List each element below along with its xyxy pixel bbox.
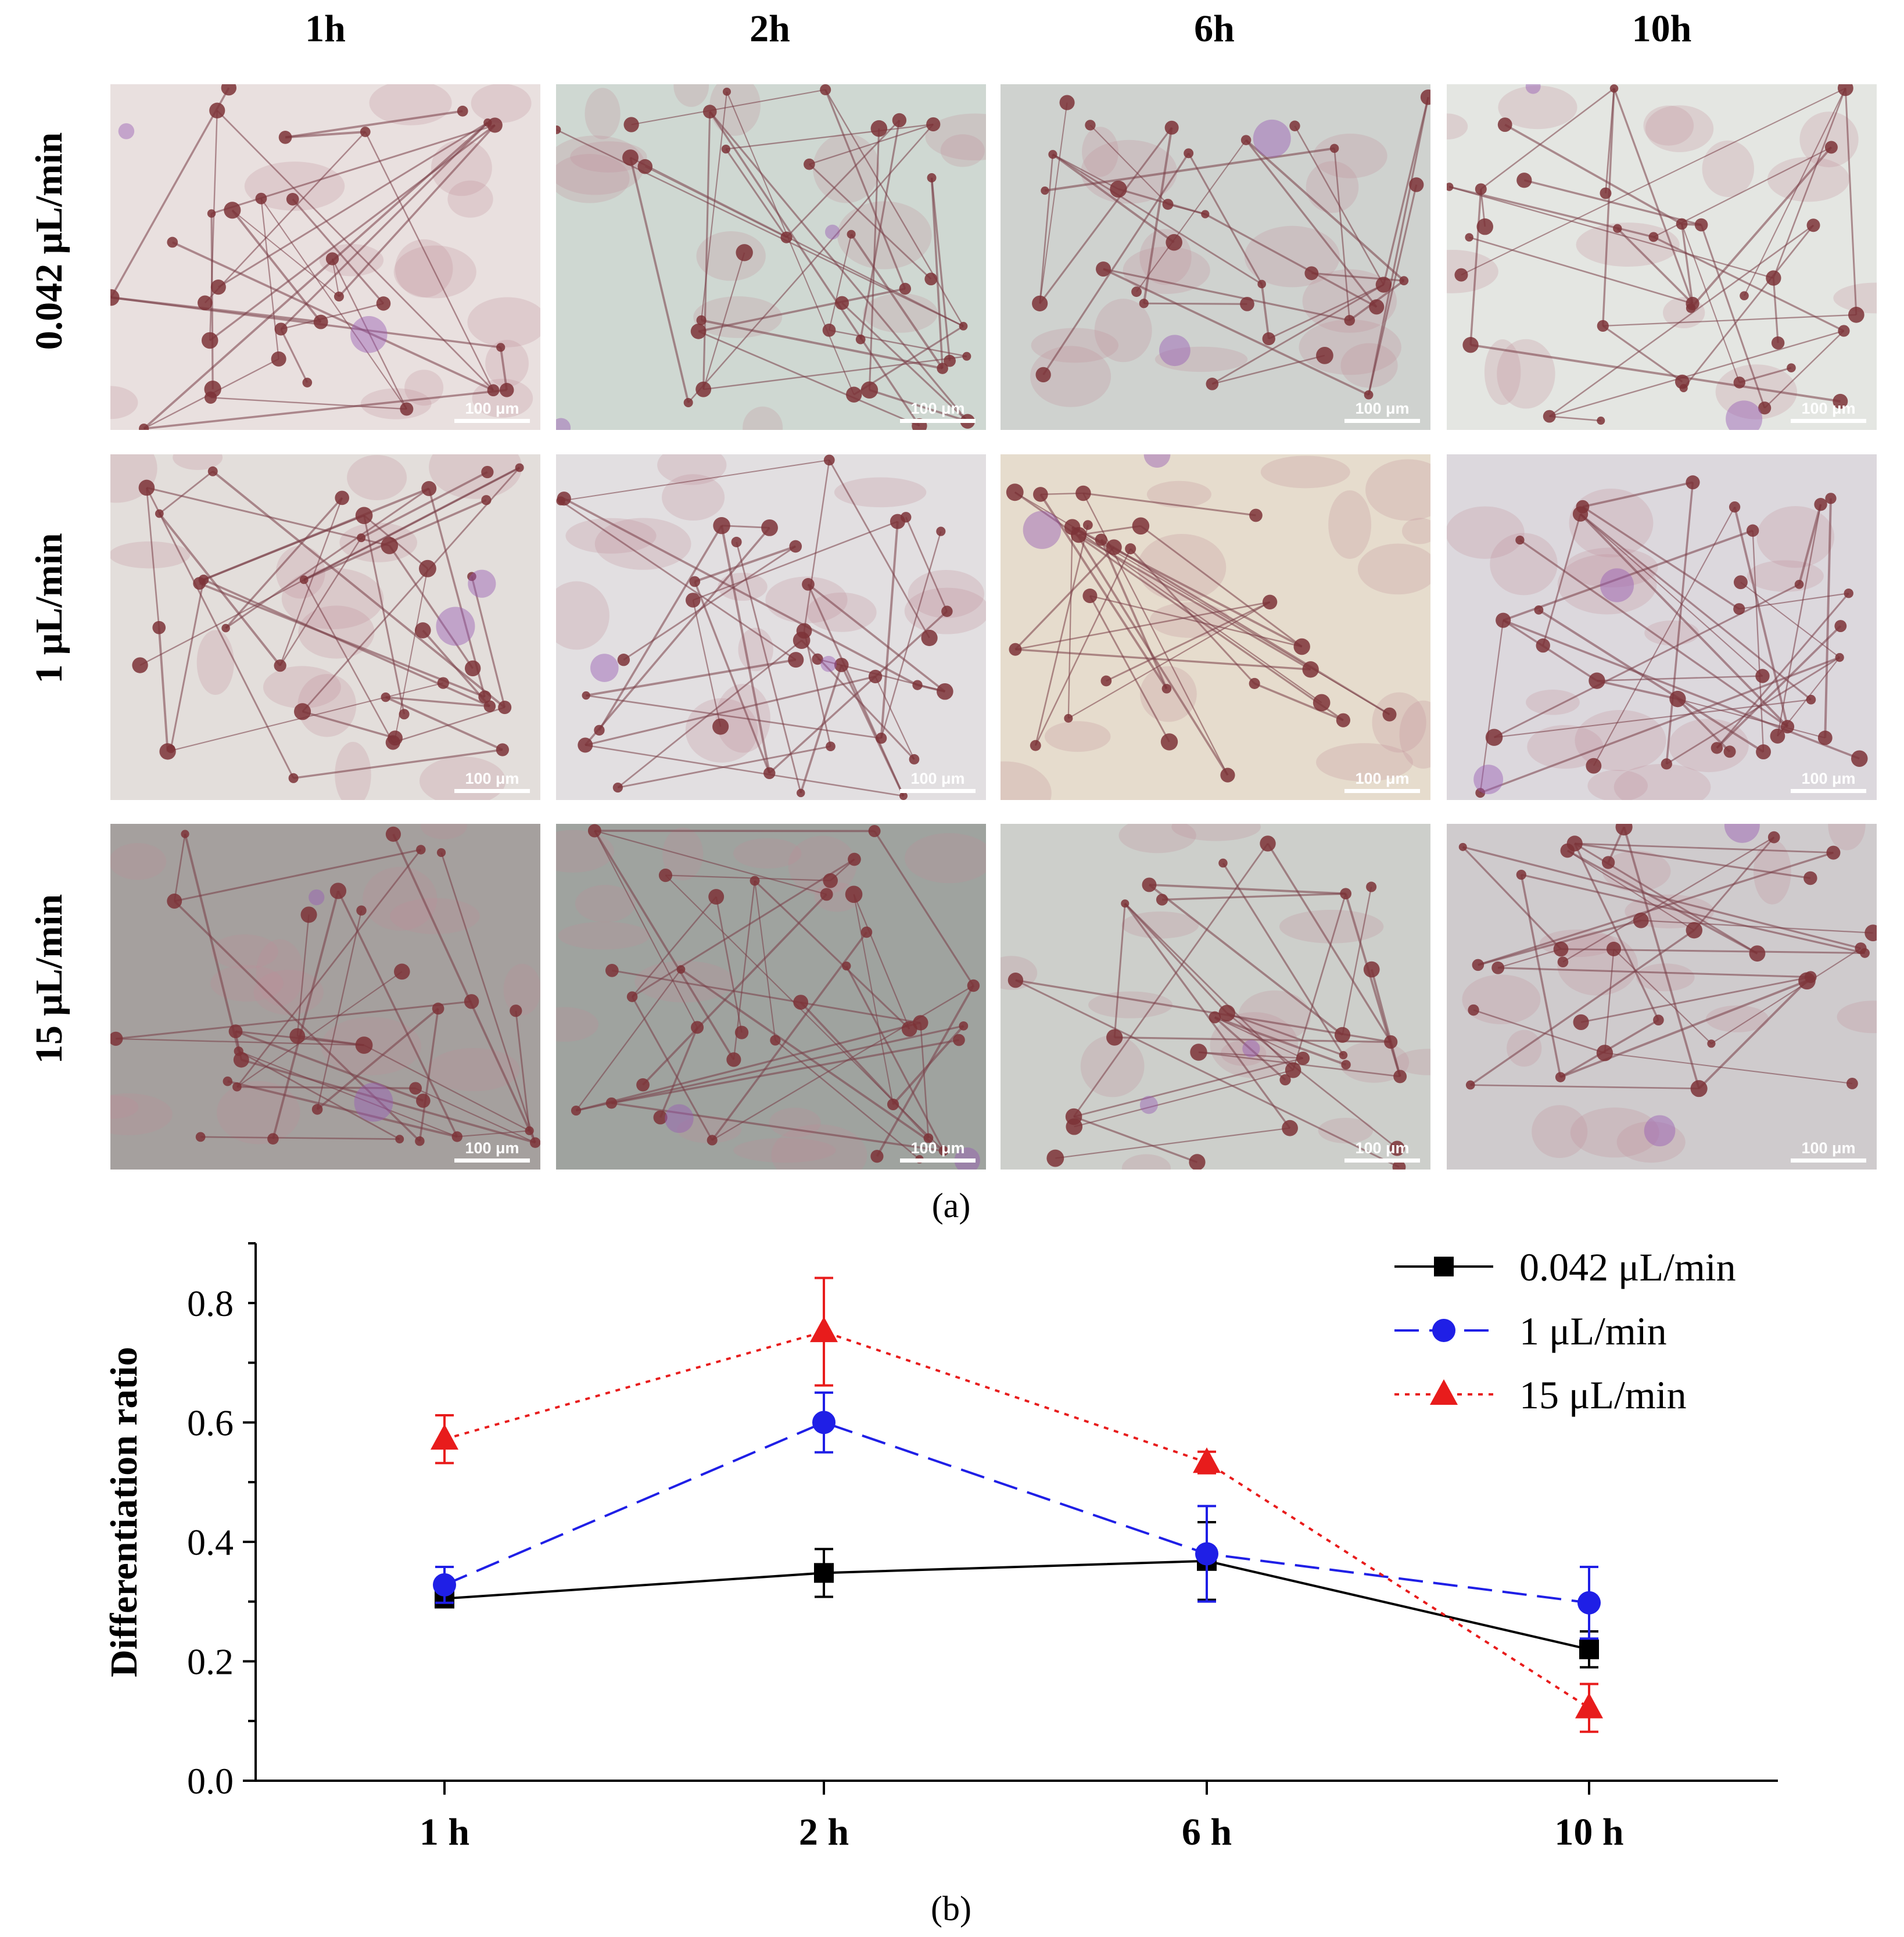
scale-bar: 100 μm <box>900 770 976 793</box>
caption-a: (a) <box>931 1186 971 1225</box>
legend-label: 1 μL/min <box>1519 1309 1667 1353</box>
x-tick-label: 10 h <box>1554 1811 1623 1853</box>
series-line <box>444 1421 1590 1604</box>
y-axis-title: Differentiation ratio <box>103 1347 145 1677</box>
scale-bar-line <box>1344 789 1420 793</box>
scale-bar: 100 μm <box>900 400 976 423</box>
cell-network <box>1458 824 1877 1163</box>
column-header-2h: 2h <box>750 8 790 50</box>
y-tick-label: 0.8 <box>187 1283 234 1324</box>
scale-bar-line <box>1791 419 1866 423</box>
scale-bar-label: 100 μm <box>1355 400 1410 417</box>
data-point <box>814 1563 834 1583</box>
scale-bar-label: 100 μm <box>1801 1139 1856 1157</box>
scale-bar: 100 μm <box>454 1139 530 1163</box>
x-tick-label: 6 h <box>1182 1811 1232 1853</box>
row-header-1: 1 μL/min <box>28 533 70 684</box>
data-point <box>1579 1639 1599 1659</box>
scale-bar-label: 100 μm <box>465 770 519 787</box>
cell-network <box>1447 475 1868 800</box>
caption-b: (b) <box>931 1889 971 1928</box>
scale-bar: 100 μm <box>454 770 530 793</box>
scale-bar: 100 μm <box>1344 400 1420 423</box>
cell-network <box>556 84 986 430</box>
series-line <box>444 1330 1590 1709</box>
micrograph-panel: 100 μm <box>1447 824 1877 1170</box>
scale-bar: 100 μm <box>1344 1139 1420 1163</box>
micrograph-panel: 100 μm <box>1001 454 1430 800</box>
micrograph-panel: 100 μm <box>110 824 540 1170</box>
cell-network <box>1001 454 1430 800</box>
data-point <box>433 1573 456 1597</box>
cell-network <box>1447 84 1877 430</box>
scale-bar-line <box>454 419 530 423</box>
scale-bar: 100 μm <box>1791 400 1866 423</box>
scale-bar: 100 μm <box>1791 1139 1866 1163</box>
y-tick-label: 0.4 <box>187 1522 234 1563</box>
data-point <box>1577 1591 1601 1615</box>
x-tick-label: 2 h <box>799 1811 849 1853</box>
scale-bar-label: 100 μm <box>910 400 965 417</box>
cell-network <box>556 824 986 1170</box>
scale-bar: 100 μm <box>1791 770 1866 793</box>
y-tick-label: 0.6 <box>187 1402 234 1443</box>
y-tick-label: 0.2 <box>187 1641 234 1682</box>
scale-bar: 100 μm <box>454 400 530 423</box>
legend-marker <box>1430 1379 1458 1405</box>
scale-bar-line <box>1344 1158 1420 1163</box>
micrograph-panel: 100 μm <box>1001 824 1430 1170</box>
data-point <box>1193 1447 1221 1473</box>
scale-bar: 100 μm <box>900 1139 976 1163</box>
data-point <box>1195 1542 1218 1566</box>
scale-bar-line <box>900 789 976 793</box>
scale-bar-label: 100 μm <box>1355 1139 1410 1157</box>
cell-network <box>110 84 540 430</box>
scale-bar-label: 100 μm <box>465 1139 519 1157</box>
legend-label: 0.042 μL/min <box>1519 1245 1736 1289</box>
x-tick-label: 1 h <box>419 1811 469 1853</box>
data-point <box>812 1411 836 1434</box>
scale-bar-line <box>454 789 530 793</box>
scale-bar-line <box>1344 419 1420 423</box>
column-header-6h: 6h <box>1194 8 1235 50</box>
micrograph-panel: 100 μm <box>1447 84 1877 430</box>
micrograph-panel: 100 μm <box>556 824 986 1170</box>
scale-bar-line <box>1791 789 1866 793</box>
scale-bar-label: 100 μm <box>1355 770 1410 787</box>
scale-bar-label: 100 μm <box>910 1139 965 1157</box>
micrograph-panel: 100 μm <box>110 454 540 800</box>
legend-marker <box>1434 1257 1454 1276</box>
scale-bar-label: 100 μm <box>1801 400 1856 417</box>
scale-bar-label: 100 μm <box>465 400 519 417</box>
scale-bar-line <box>900 419 976 423</box>
data-point <box>1575 1692 1603 1719</box>
cell-network <box>556 454 986 800</box>
series-line <box>444 1559 1590 1651</box>
scale-bar-label: 100 μm <box>1801 770 1856 787</box>
data-point <box>431 1424 458 1450</box>
micrograph-panel: 100 μm <box>556 454 986 800</box>
data-point <box>810 1317 838 1343</box>
cell-network <box>110 824 540 1148</box>
cell-network <box>1001 824 1430 1170</box>
line-chart: 0.0 0.2 0.4 0.6 0.8 1 h 2 h 6 h 10 h Differentiat… <box>103 1242 1778 1853</box>
row-header-0042: 0.042 μL/min <box>28 132 70 350</box>
column-header-1h: 1h <box>305 8 346 50</box>
cell-network <box>110 454 524 800</box>
y-tick-label: 0.0 <box>187 1760 234 1802</box>
scale-bar-line <box>900 1158 976 1163</box>
scale-bar-line <box>1791 1158 1866 1163</box>
scale-bar-line <box>454 1158 530 1163</box>
micrograph-panel: 100 μm <box>1447 454 1877 800</box>
scale-bar-label: 100 μm <box>910 770 965 787</box>
micrograph-panel: 100 μm <box>110 84 540 430</box>
column-header-10h: 10h <box>1632 8 1692 50</box>
micrograph-panel: 100 μm <box>556 84 986 430</box>
row-header-15: 15 μL/min <box>28 894 70 1064</box>
legend-label: 15 μL/min <box>1519 1373 1687 1417</box>
scale-bar: 100 μm <box>1344 770 1420 793</box>
cell-network <box>1030 89 1430 407</box>
legend-marker <box>1432 1319 1455 1342</box>
micrograph-panel: 100 μm <box>1001 84 1430 430</box>
